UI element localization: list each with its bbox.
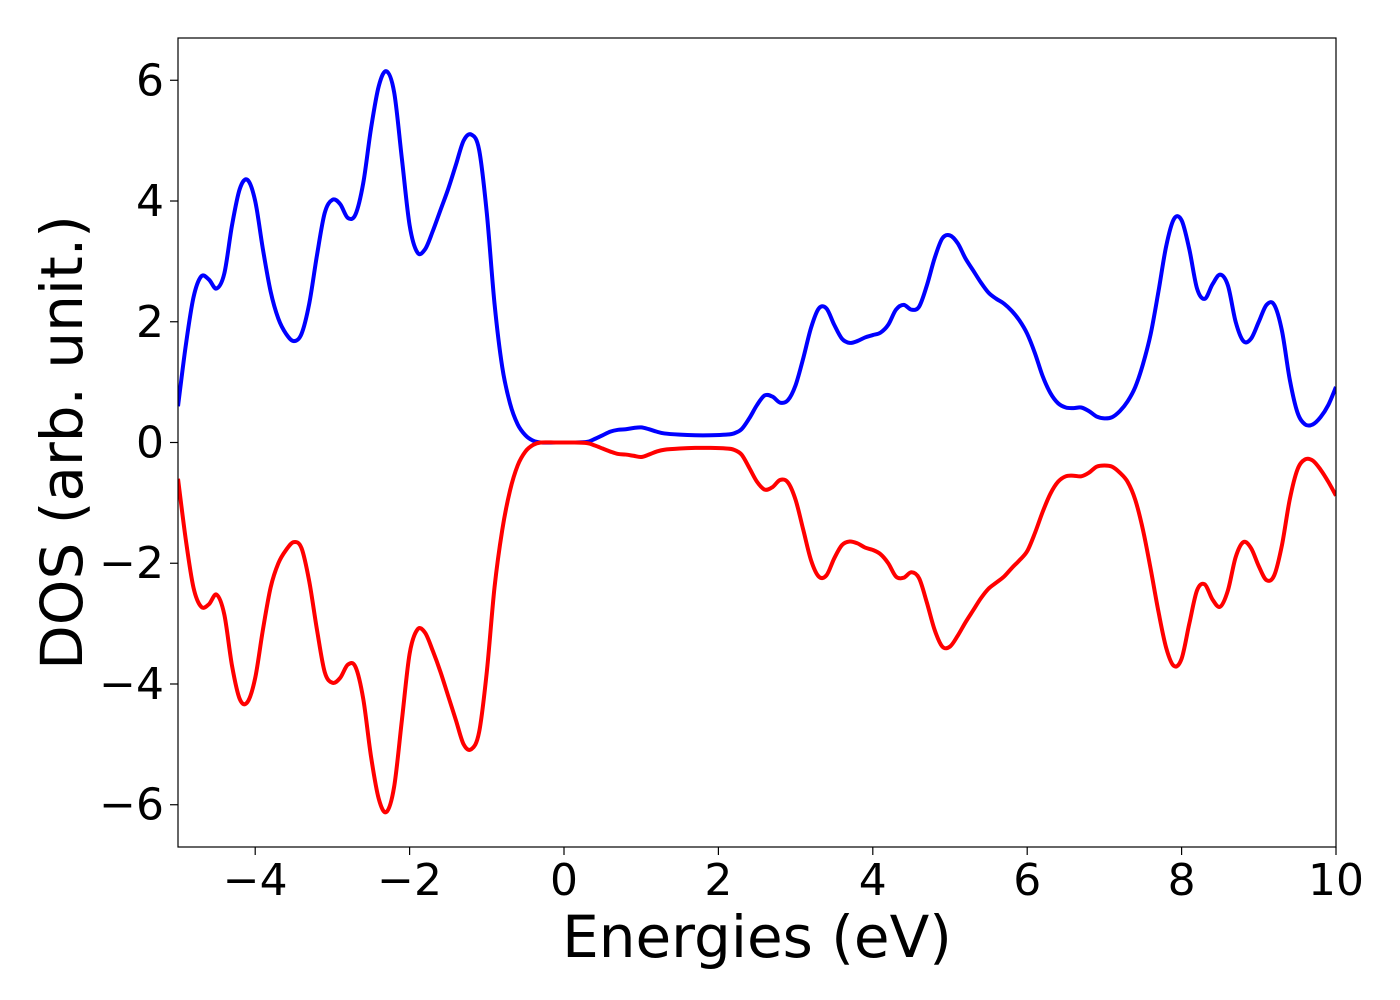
x-tick-label: 2 [704,855,732,906]
x-tick-label: 8 [1168,855,1196,906]
plot-frame [177,37,1337,848]
y-tick-label: −6 [99,780,164,831]
y-tick-label: −4 [99,659,164,710]
x-axis-title: Energies (eV) [562,903,952,971]
x-tick-label: −2 [377,855,442,906]
y-ticks: −6 −4 −2 0 2 4 6 [99,55,178,831]
y-axis-title: DOS (arb. unit.) [28,215,96,670]
x-ticks: −4 −2 0 2 4 6 8 10 [223,847,1364,906]
x-tick-label: −4 [223,855,288,906]
x-tick-label: 0 [550,855,578,906]
x-tick-label: 4 [859,855,887,906]
y-tick-label: 2 [136,297,164,348]
y-tick-label: 0 [136,418,164,469]
series-line-1 [178,440,1336,815]
x-tick-label: 10 [1308,855,1364,906]
series-line-0 [178,69,1336,445]
series-layer [178,69,1336,815]
y-tick-label: −2 [99,538,164,589]
x-tick-label: 6 [1013,855,1041,906]
y-tick-label: 6 [136,55,164,106]
y-tick-label: 4 [136,176,164,227]
